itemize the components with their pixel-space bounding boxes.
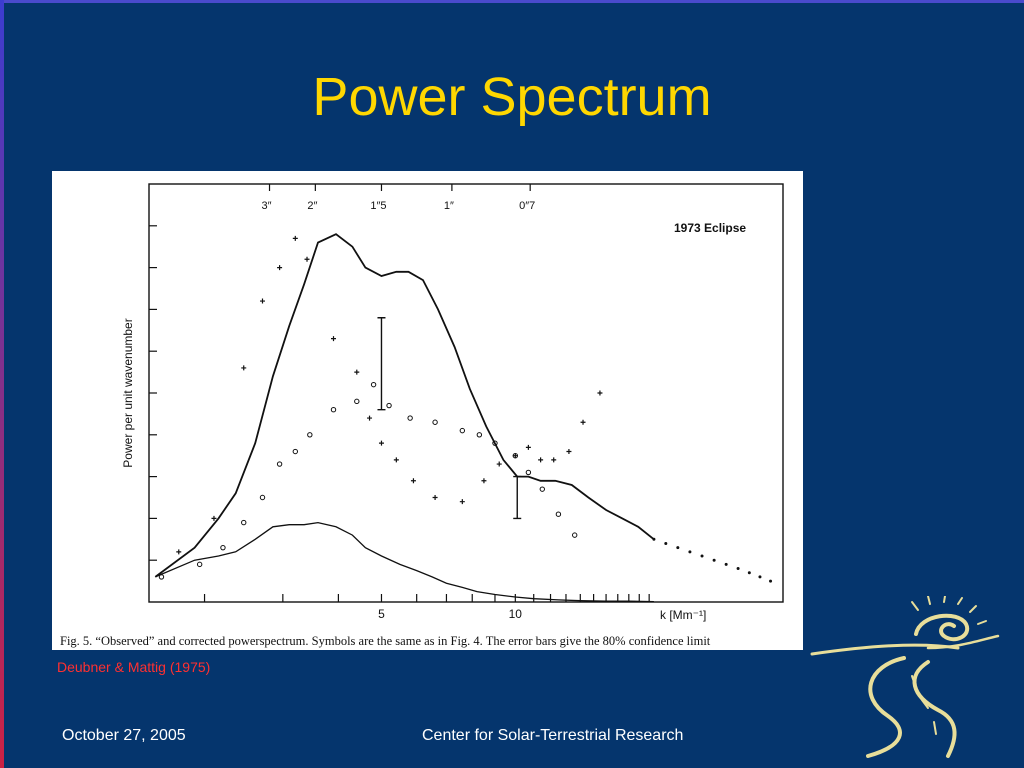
top-axis-label: 3″ [262,200,272,212]
data-point-circle [370,381,377,388]
data-point-circle [407,415,413,421]
data-point-plus [481,478,487,484]
slide-title: Power Spectrum [312,67,712,127]
x-tick-label: 5 [378,607,385,621]
data-point-plus [331,336,337,342]
data-point-plus [580,419,586,425]
data-point-plus [459,499,465,505]
data-point-circle [241,519,247,526]
plot-frame [148,183,784,603]
data-point-circle [459,427,466,434]
sun-road-logo-icon [810,596,1000,758]
data-point-dot [758,575,762,579]
data-point-plus [432,495,438,500]
power-spectrum-chart: 1973 Eclipse Power per unit wavenumber k… [121,183,784,622]
data-point-circle [539,486,546,492]
data-point-plus [367,415,373,421]
data-point-plus [496,461,502,467]
series-line [155,521,654,603]
data-point-plus [211,515,217,521]
data-point-circle [571,532,578,538]
footer-org: Center for Solar-Terrestrial Research [422,727,684,744]
footer-date: October 27, 2005 [62,727,186,744]
data-point-dot [747,571,751,575]
citation: Deubner & Mattig (1975) [57,659,211,675]
data-point-circle [259,494,266,501]
data-point-circle [196,561,203,568]
data-point-plus [525,444,531,450]
series-line [154,233,655,578]
data-point-plus [538,457,544,463]
data-point-circle [525,469,532,476]
data-point-circle [386,402,392,409]
data-point-circle [555,511,562,517]
data-point-circle [220,544,226,551]
data-point-plus [241,365,247,371]
figure-panel: 1973 Eclipse Power per unit wavenumber k… [52,171,803,650]
top-axis-label: 2″ [307,200,317,212]
data-point-plus [176,549,182,555]
data-point-plus [393,457,399,463]
data-point-plus [566,449,572,455]
x-axis-label: k [Mm⁻¹] [660,608,706,622]
top-axis-label: 1″ [444,200,454,212]
data-point-plus [277,265,283,271]
data-point-plus [259,298,265,304]
top-accent-bar [0,0,1024,3]
data-point-circle [354,398,360,405]
data-point-plus [354,369,360,375]
data-point-circle [292,448,299,455]
top-axis-label: 0″7 [519,200,535,212]
data-point-circle [492,440,498,446]
data-point-dot [664,541,668,545]
chart-annotation: 1973 Eclipse [674,221,746,235]
data-point-dot [700,554,704,558]
data-point-plus [292,235,298,241]
data-point-circle [330,407,337,413]
data-point-circle [432,419,438,425]
data-point-plus [551,457,557,463]
data-point-circle [158,574,165,580]
data-point-circle [276,461,283,467]
top-axis-label: 1″5 [370,200,386,212]
data-point-dot [736,567,740,571]
data-point-plus [304,256,310,262]
left-accent-bar [0,0,4,768]
y-axis-label: Power per unit wavenumber [121,318,135,467]
data-point-circle [476,432,483,438]
data-point-plus [378,440,384,446]
data-point-plus [410,478,416,484]
data-point-dot [724,562,728,566]
data-point-plus [597,390,603,396]
data-point-dot [652,537,656,541]
data-point-circle [307,432,313,438]
x-tick-label: 10 [509,607,523,621]
data-point-plus [512,453,518,459]
figure-caption: Fig. 5. “Observed” and corrected powersp… [60,634,711,648]
error-bar [377,317,386,411]
data-point-dot [676,546,680,550]
chart-marks: 5 10 3″ 2″ 1″5 1″ 0″7 [149,184,773,621]
data-point-dot [769,579,773,583]
data-point-dot [688,550,692,554]
data-point-dot [712,558,716,562]
error-bar [513,475,522,520]
data-point-circle [512,453,519,459]
